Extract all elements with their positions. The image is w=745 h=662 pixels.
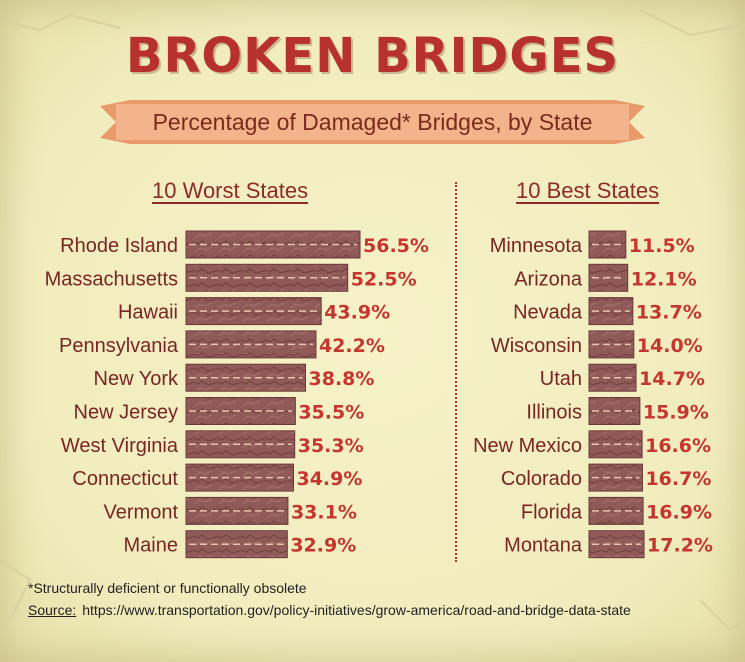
worst-states-heading: 10 Worst States [152, 178, 309, 203]
best-label-nevada: Nevada [513, 302, 583, 324]
best-value-illinois: 15.9% [643, 402, 709, 424]
best-value-utah: 14.7% [639, 368, 705, 390]
best-label-florida: Florida [521, 501, 583, 523]
worst-label-massachusetts: Massachusetts [45, 268, 178, 290]
worst-label-maine: Maine [124, 535, 178, 557]
worst-label-connecticut: Connecticut [72, 468, 178, 490]
best-value-colorado: 16.7% [645, 468, 711, 490]
best-label-montana: Montana [504, 535, 583, 557]
worst-label-new-york: New York [94, 368, 179, 390]
best-label-utah: Utah [540, 368, 582, 390]
footnote: *Structurally deficient or functionally … [28, 580, 307, 596]
column-divider [455, 182, 457, 562]
worst-value-pennsylvania: 42.2% [319, 335, 385, 357]
worst-value-connecticut: 34.9% [296, 468, 362, 490]
worst-value-rhode-island: 56.5% [363, 235, 429, 257]
worst-value-new-jersey: 35.5% [298, 402, 364, 424]
source-line: Source: https://www.transportation.gov/po… [28, 601, 708, 619]
worst-value-west-virginia: 35.3% [298, 435, 364, 457]
worst-label-west-virginia: West Virginia [61, 435, 179, 457]
best-label-wisconsin: Wisconsin [491, 335, 582, 357]
worst-label-new-jersey: New Jersey [74, 402, 178, 424]
worst-value-maine: 32.9% [290, 535, 356, 557]
worst-value-vermont: 33.1% [291, 501, 357, 523]
subtitle-banner: Percentage of Damaged* Bridges, by State [100, 100, 645, 144]
best-label-colorado: Colorado [501, 468, 582, 490]
best-label-minnesota: Minnesota [490, 235, 583, 257]
banner-ribbon-shape [100, 100, 645, 144]
page-title: BROKEN BRIDGES [125, 28, 620, 84]
chart-subtitle: Percentage of Damaged* Bridges, by State [152, 109, 593, 135]
source-link[interactable]: https://www.transportation.gov/policy-in… [82, 602, 631, 618]
best-label-new-mexico: New Mexico [473, 435, 582, 457]
worst-value-new-york: 38.8% [309, 368, 375, 390]
worst-label-rhode-island: Rhode Island [60, 235, 178, 257]
best-value-wisconsin: 14.0% [637, 335, 703, 357]
worst-value-massachusetts: 52.5% [351, 268, 417, 290]
worst-label-pennsylvania: Pennsylvania [59, 335, 179, 357]
best-label-illinois: Illinois [526, 402, 582, 424]
best-value-arizona: 12.1% [631, 268, 697, 290]
best-value-minnesota: 11.5% [629, 235, 695, 257]
best-states-heading: 10 Best States [516, 178, 660, 203]
best-value-florida: 16.9% [646, 501, 712, 523]
worst-value-hawaii: 43.9% [324, 302, 390, 324]
best-label-arizona: Arizona [514, 268, 583, 290]
worst-bar-hawaii [185, 297, 322, 326]
source-label: Source: [28, 602, 77, 618]
best-value-montana: 17.2% [647, 535, 713, 557]
best-value-nevada: 13.7% [636, 302, 702, 324]
best-value-new-mexico: 16.6% [645, 435, 711, 457]
worst-label-vermont: Vermont [104, 501, 179, 523]
worst-label-hawaii: Hawaii [118, 302, 178, 324]
